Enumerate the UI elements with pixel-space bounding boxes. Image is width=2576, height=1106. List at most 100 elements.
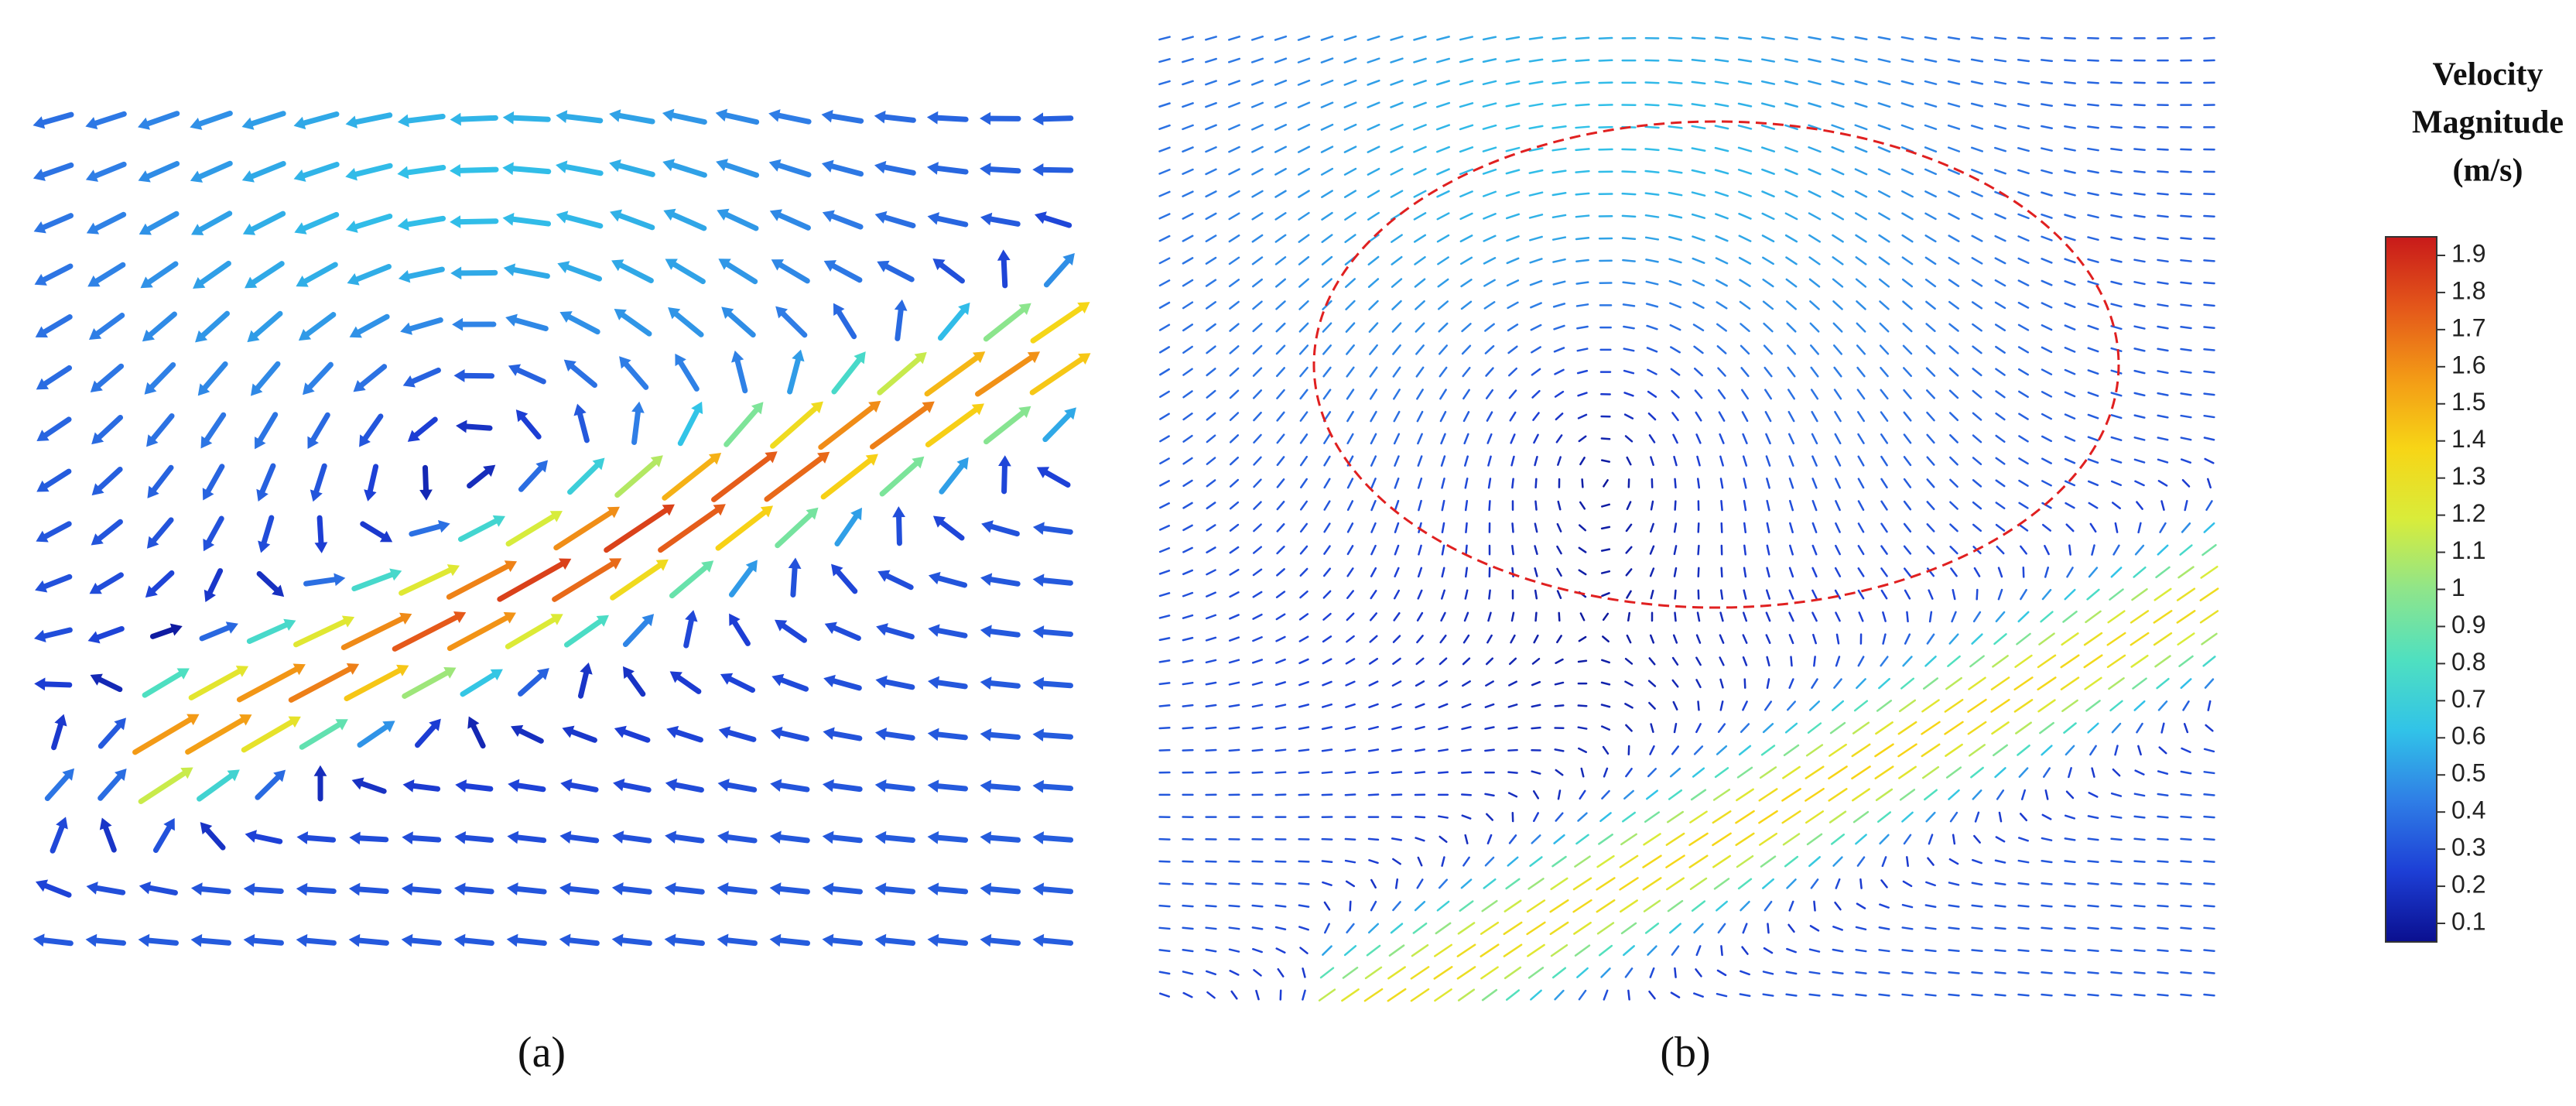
arrow-head: [298, 328, 312, 341]
flow-arrow: [1463, 433, 1469, 445]
flow-arrow: [1575, 281, 1589, 285]
arrow-head: [33, 221, 46, 234]
flow-arrow: [1810, 389, 1819, 400]
flow-arrow: [1784, 36, 1798, 40]
flow-arrow: [1739, 300, 1751, 310]
flow-arrow: [1435, 80, 1451, 86]
flow-arrow: [288, 666, 353, 703]
flow-arrow: [1810, 366, 1819, 378]
flow-arrow: [1554, 704, 1565, 707]
flow-arrow: [882, 164, 916, 176]
flow-arrow: [1394, 567, 1400, 578]
flow-arrow: [1742, 455, 1748, 467]
arrow-head: [823, 260, 836, 272]
flow-arrow: [1668, 789, 1683, 800]
flow-arrow: [146, 937, 179, 946]
arrow-head: [450, 266, 462, 280]
flow-arrow: [2084, 676, 2102, 690]
flow-arrow: [988, 577, 1021, 587]
flow-arrow: [357, 937, 389, 946]
flow-arrow: [362, 413, 384, 441]
flow-arrow: [1507, 748, 1518, 752]
flow-arrow: [1973, 567, 1981, 577]
flow-arrow: [1623, 789, 1634, 800]
flow-arrow: [1414, 278, 1426, 288]
flow-arrow: [1505, 102, 1521, 108]
flow-arrow: [1714, 767, 1729, 779]
flow-arrow: [1483, 257, 1497, 265]
flow-arrow: [1951, 611, 1957, 623]
flow-arrow: [1368, 725, 1379, 731]
flow-arrow: [1900, 168, 1914, 176]
flow-arrow: [1596, 854, 1615, 868]
flow-arrow: [1482, 102, 1497, 108]
flow-arrow: [1368, 859, 1379, 865]
arrow-head: [655, 559, 669, 571]
flow-arrow: [1671, 745, 1680, 755]
arrow-head: [668, 307, 681, 320]
flow-arrow: [1600, 967, 1611, 978]
flow-arrow: [1829, 810, 1847, 824]
arrow-head: [453, 882, 466, 896]
flow-arrow: [145, 111, 180, 127]
flow-arrow: [2044, 789, 2049, 800]
arrow-head: [506, 933, 518, 947]
flow-arrow: [2177, 632, 2195, 646]
flow-arrow: [1394, 544, 1400, 556]
flow-arrow: [1275, 300, 1286, 310]
flow-arrow: [1859, 878, 1863, 889]
flow-arrow: [1320, 35, 1334, 41]
flow-arrow: [1921, 743, 1941, 758]
flow-arrow: [1970, 58, 1984, 63]
flow-arrow: [2153, 610, 2173, 624]
colorbar-tick-label: 1.3: [2451, 462, 2485, 490]
flow-arrow: [1691, 169, 1706, 174]
flow-arrow: [1581, 478, 1584, 488]
flow-arrow: [1882, 633, 1887, 645]
flow-arrow: [1994, 324, 2006, 332]
flow-arrow: [1784, 124, 1798, 131]
flow-arrow: [1690, 789, 1707, 801]
flow-arrow: [1854, 80, 1868, 86]
flow-arrow: [2136, 722, 2143, 734]
flow-arrow: [185, 717, 245, 755]
flow-arrow: [1968, 744, 1986, 757]
flow-arrow: [2087, 815, 2099, 820]
flow-arrow: [2157, 348, 2169, 352]
flow-arrow: [1029, 356, 1085, 395]
flow-arrow: [1995, 479, 2006, 488]
flow-arrow: [1948, 412, 1959, 422]
flow-arrow: [1251, 704, 1264, 708]
flow-arrow: [577, 670, 590, 699]
flow-arrow: [883, 731, 915, 741]
flow-arrow: [1714, 146, 1729, 152]
flow-arrow: [882, 214, 916, 228]
flow-arrow: [1298, 658, 1309, 665]
flow-arrow: [1647, 945, 1657, 956]
flow-arrow: [1158, 213, 1171, 220]
arrow-head: [822, 830, 834, 844]
flow-arrow: [1158, 949, 1171, 953]
flow-arrow: [1737, 102, 1753, 108]
flow-arrow: [1322, 389, 1332, 400]
arrow-head: [351, 777, 364, 790]
flow-arrow: [2181, 747, 2191, 754]
flow-arrow: [1414, 771, 1426, 774]
flow-arrow: [1388, 944, 1405, 957]
flow-arrow: [1228, 636, 1240, 642]
flow-arrow: [1990, 698, 2010, 713]
flow-arrow: [829, 113, 864, 124]
flow-arrow: [2060, 676, 2080, 690]
flow-arrow: [1158, 971, 1171, 975]
flow-arrow: [1507, 704, 1518, 708]
flow-arrow: [618, 262, 654, 284]
flow-arrow: [715, 509, 768, 551]
flow-arrow: [1411, 943, 1429, 957]
flow-arrow: [1159, 390, 1170, 399]
flow-arrow: [1808, 80, 1822, 86]
flow-arrow: [670, 211, 707, 231]
flow-arrow: [1788, 678, 1794, 690]
flow-arrow: [1345, 703, 1356, 708]
flow-arrow: [513, 317, 549, 332]
flow-arrow: [1719, 700, 1724, 711]
